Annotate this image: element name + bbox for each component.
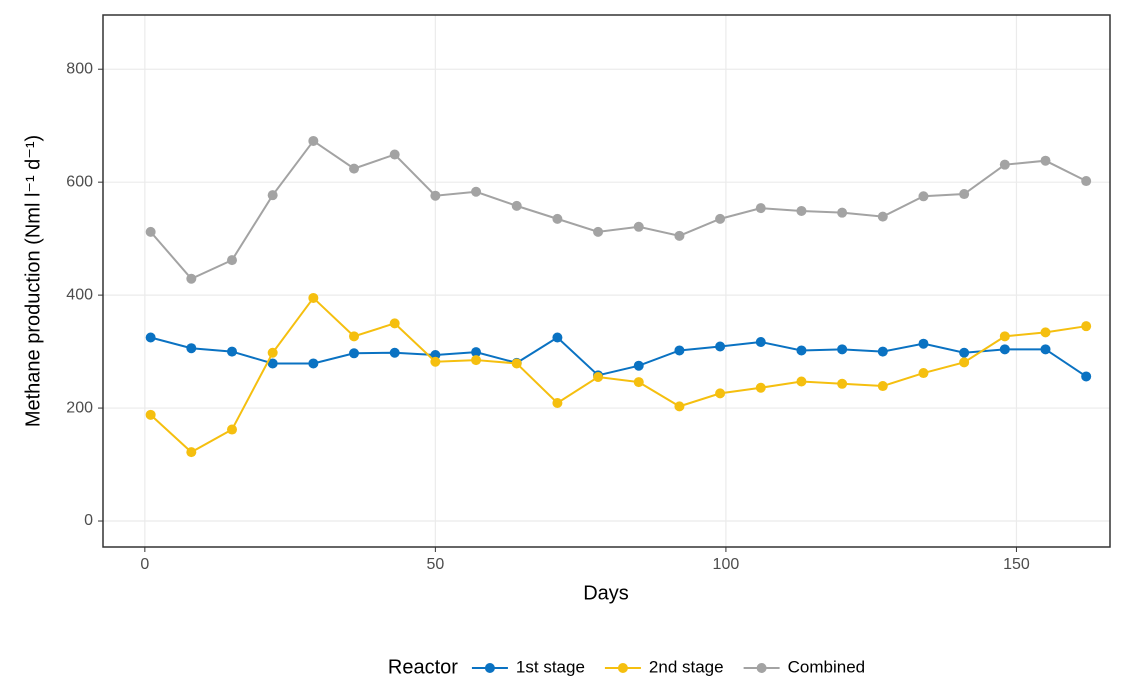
data-point: [796, 205, 807, 216]
data-point: [877, 211, 888, 222]
y-axis-title: Methane production (Nml l⁻¹ d⁻¹): [22, 135, 44, 427]
data-point: [959, 357, 970, 368]
legend-label: 1st stage: [516, 657, 585, 676]
data-point: [389, 318, 400, 329]
data-point: [267, 190, 278, 201]
data-point: [837, 344, 848, 355]
data-point: [1081, 176, 1092, 187]
data-point: [267, 347, 278, 358]
data-point: [1040, 155, 1051, 166]
y-tick-label: 200: [66, 399, 93, 416]
data-point: [471, 347, 482, 358]
data-point: [186, 447, 197, 458]
x-tick-label: 50: [426, 556, 444, 573]
data-point: [999, 331, 1010, 342]
data-point: [308, 135, 319, 146]
data-point: [837, 207, 848, 218]
data-point: [471, 355, 482, 366]
data-point: [226, 346, 237, 357]
data-point: [186, 343, 197, 354]
data-point: [1081, 321, 1092, 332]
legend-label: Combined: [788, 657, 866, 676]
legend-key: [756, 663, 767, 673]
data-point: [674, 230, 685, 241]
data-point: [1040, 327, 1051, 338]
data-point: [918, 368, 929, 379]
data-point: [796, 376, 807, 387]
y-tick-label: 800: [66, 60, 93, 77]
y-tick-label: 600: [66, 173, 93, 190]
series-line: [149, 296, 1087, 454]
data-point: [186, 273, 197, 284]
data-point: [755, 336, 766, 347]
data-point: [999, 344, 1010, 355]
data-point: [959, 347, 970, 358]
data-point: [389, 347, 400, 358]
data-point: [1040, 344, 1051, 355]
data-point: [715, 388, 726, 399]
series-line: [150, 336, 1087, 378]
x-tick-label: 0: [140, 556, 149, 573]
data-point: [389, 149, 400, 160]
data-point: [511, 358, 522, 369]
data-point: [633, 360, 644, 371]
data-point: [552, 332, 563, 343]
x-tick-label: 100: [713, 556, 740, 573]
data-point: [837, 378, 848, 389]
data-point: [674, 401, 685, 412]
data-point: [552, 397, 563, 408]
data-point: [349, 348, 360, 359]
data-point: [877, 381, 888, 392]
data-point: [755, 382, 766, 393]
data-point: [552, 213, 563, 224]
data-point: [226, 424, 237, 435]
series-line: [149, 139, 1087, 280]
x-tick-label: 150: [1003, 556, 1030, 573]
data-point: [674, 345, 685, 356]
legend-label: 2nd stage: [649, 657, 724, 676]
data-point: [349, 163, 360, 174]
data-point: [593, 372, 604, 383]
legend-key: [484, 663, 495, 673]
data-point: [918, 338, 929, 349]
plot-panel: [102, 14, 1111, 548]
data-point: [471, 186, 482, 197]
data-point: [145, 409, 156, 420]
data-point: [877, 346, 888, 357]
y-tick-label: 0: [84, 512, 93, 529]
legend-key: [617, 663, 628, 673]
data-point: [430, 356, 441, 367]
data-point: [145, 332, 156, 343]
x-axis-title: Days: [583, 582, 629, 604]
data-point: [715, 213, 726, 224]
data-point: [145, 226, 156, 237]
data-point: [1081, 371, 1092, 382]
data-point: [511, 200, 522, 211]
data-point: [715, 341, 726, 352]
data-point: [349, 331, 360, 342]
data-point: [999, 159, 1010, 170]
data-point: [308, 358, 319, 369]
legend-title: Reactor: [388, 656, 458, 678]
data-point: [308, 292, 319, 303]
data-point: [755, 203, 766, 214]
data-point: [796, 345, 807, 356]
data-point: [633, 221, 644, 232]
data-point: [267, 358, 278, 369]
data-point: [430, 190, 441, 201]
data-point: [633, 377, 644, 388]
data-point: [593, 226, 604, 237]
data-point: [918, 191, 929, 202]
data-point: [959, 189, 970, 200]
data-point: [226, 255, 237, 266]
y-tick-label: 400: [66, 286, 93, 303]
